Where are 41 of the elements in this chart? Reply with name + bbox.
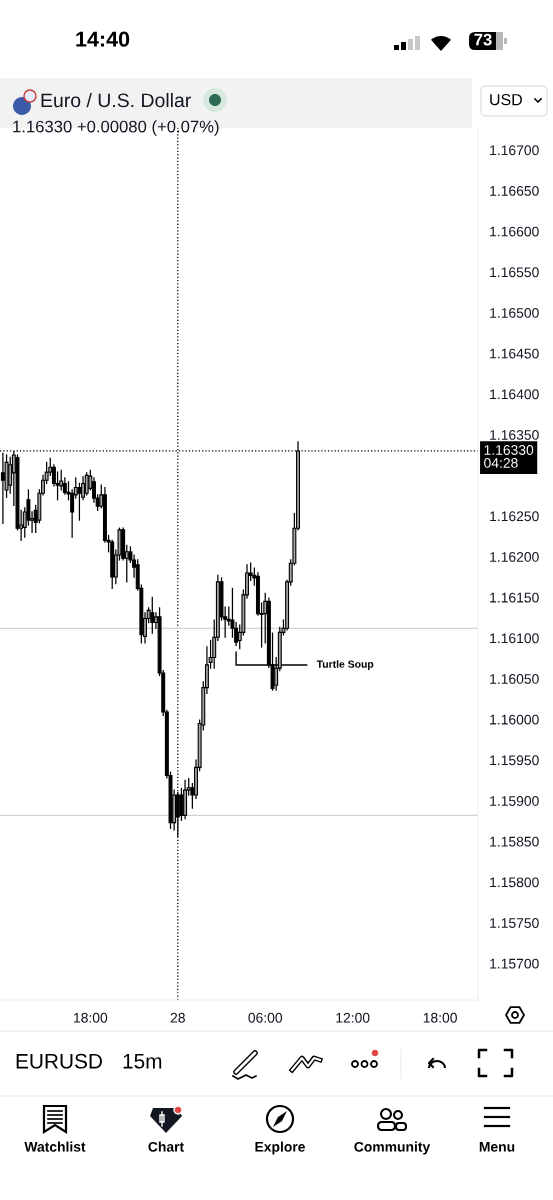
y-tick-label: 1.16050 <box>490 674 539 684</box>
y-tick-label: 1.16100 <box>490 633 539 644</box>
text: Menu <box>479 1142 515 1152</box>
y-tick-label: 1.15800 <box>490 877 539 888</box>
text: EURUSD <box>16 1053 102 1069</box>
y-tick-label: 1.16350 <box>490 430 539 440</box>
text: Chart <box>148 1141 184 1152</box>
y-tick-label: 1.16500 <box>490 307 539 318</box>
y-tick-label: 1.16250 <box>490 511 539 522</box>
y-tick-label: 1.15900 <box>490 796 539 806</box>
y-tick-label: 1.16600 <box>490 226 539 237</box>
text: Explore <box>255 1141 305 1155</box>
y-tick-label: 1.16150 <box>490 592 539 603</box>
text: USD <box>490 93 522 106</box>
candlestick <box>77 482 82 521</box>
text: 15m <box>123 1054 162 1069</box>
chart-subtitle: 1.16330 +0.00080 (+0.07%) <box>13 120 219 136</box>
y-tick-label: 1.15750 <box>490 918 539 928</box>
y-tick-label: 1.15950 <box>490 755 539 766</box>
chart-title: Euro / U.S. Dollar <box>41 92 191 108</box>
y-tick-label: 1.16650 <box>490 185 539 196</box>
y-tick-label: 1.16000 <box>490 714 539 725</box>
y-tick-label: 1.15850 <box>490 836 539 847</box>
text: 73 <box>474 33 492 46</box>
y-tick-label: 1.16400 <box>490 389 539 400</box>
ref-line-label: 1.16330 04:28 <box>484 445 534 468</box>
candlestick <box>179 787 184 821</box>
y-tick-label: 1.16700 <box>490 145 539 156</box>
x-tick-label: 18:00 <box>423 1012 457 1023</box>
y-tick-label: 1.16550 <box>490 267 539 278</box>
y-tick-label: 1.16200 <box>490 552 539 562</box>
text: Community <box>354 1141 431 1155</box>
y-tick-label: 1.15700 <box>490 958 539 969</box>
x-tick-label: 12:00 <box>336 1012 370 1023</box>
x-tick-label: 28 <box>170 1012 185 1023</box>
text: 14:40 <box>76 31 130 47</box>
x-tick-label: 18:00 <box>74 1012 108 1023</box>
x-tick-label: 06:00 <box>248 1012 283 1023</box>
annotation: Turtle Soup <box>316 660 374 670</box>
text: Watchlist <box>24 1141 86 1152</box>
y-tick-label: 1.16450 <box>490 348 539 359</box>
